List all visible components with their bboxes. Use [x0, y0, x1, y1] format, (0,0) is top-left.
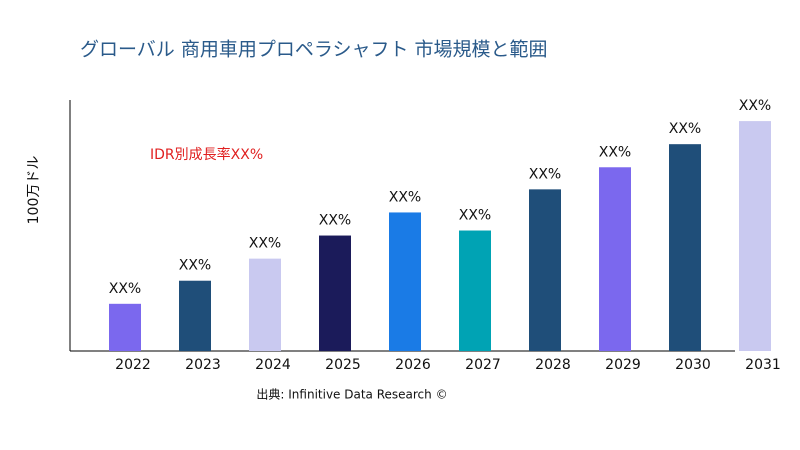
data-label: XX%	[739, 98, 771, 114]
bar	[319, 235, 351, 351]
x-tick-label: 2030	[675, 357, 711, 373]
x-tick-label: 2022	[115, 357, 151, 373]
x-tick-label: 2028	[535, 357, 571, 373]
data-label: XX%	[249, 236, 281, 252]
data-label: XX%	[179, 258, 211, 274]
x-tick-label: 2025	[325, 357, 361, 373]
data-label: XX%	[459, 208, 491, 224]
data-label: XX%	[529, 166, 561, 182]
x-tick-label: 2026	[395, 357, 431, 373]
x-tick-label: 2029	[605, 357, 641, 373]
x-tick-label: 2023	[185, 357, 221, 373]
x-tick-label: 2027	[465, 357, 501, 373]
bar	[459, 230, 491, 351]
bar	[599, 167, 631, 351]
data-label: XX%	[109, 281, 141, 297]
y-axis-label: 100万ドル	[26, 156, 42, 225]
data-label: XX%	[669, 121, 701, 137]
data-label: XX%	[599, 144, 631, 160]
x-tick-label: 2031	[745, 357, 781, 373]
data-label: XX%	[389, 189, 421, 205]
bar	[389, 212, 421, 351]
x-tick-label: 2024	[255, 357, 291, 373]
source: 出典: Infinitive Data Research ©	[256, 388, 447, 402]
bar	[109, 303, 141, 351]
chart-title: グローバル 商用車用プロペラシャフト 市場規模と範囲	[80, 39, 548, 61]
bar	[179, 280, 211, 351]
annotation: IDR別成長率XX%	[150, 146, 263, 163]
bar	[739, 121, 771, 351]
bar	[669, 144, 701, 351]
data-label: XX%	[319, 213, 351, 229]
bar	[249, 258, 281, 351]
bar	[529, 189, 561, 351]
